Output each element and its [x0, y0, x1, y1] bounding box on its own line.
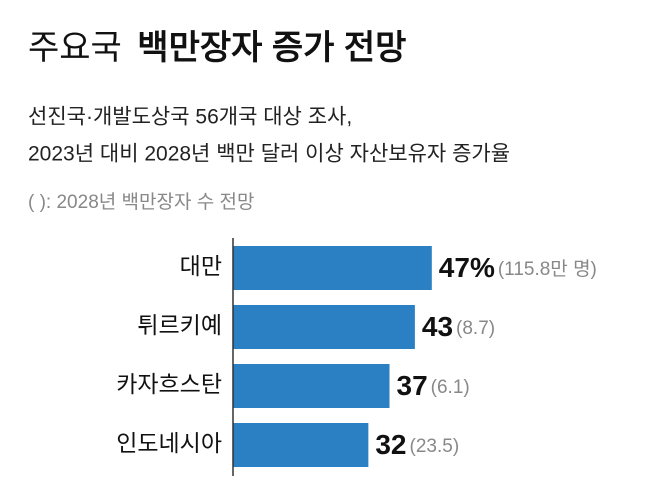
value-label: 43: [422, 311, 453, 342]
value-label: 32: [375, 429, 406, 460]
bar-label: 37 (6.1): [397, 370, 470, 401]
bar: [233, 305, 415, 349]
extra-label: (6.1): [431, 377, 470, 398]
bar-label: 32 (23.5): [375, 429, 459, 460]
category-label: 튀르키예: [137, 312, 222, 338]
title-bold: 백만장자 증가 전망: [137, 29, 406, 67]
bar-label: 47% (115.8만 명): [439, 252, 597, 283]
category-label: 인도네시아: [116, 430, 222, 456]
chart-title: 주요국 백만장자 증가 전망: [28, 29, 406, 67]
subtitle: 선진국·개발도상국 56개국 대상 조사,: [28, 106, 352, 129]
bar-label: 43 (8.7): [422, 311, 495, 342]
value-label: 47%: [439, 252, 495, 283]
category-label: 카자흐스탄: [116, 371, 222, 397]
note: ( ): 2028년 백만장자 수 전망: [28, 191, 254, 213]
bar: [233, 246, 432, 290]
value-label: 37: [397, 370, 428, 401]
extra-label: (8.7): [456, 318, 495, 339]
extra-label: (115.8만 명): [498, 258, 597, 280]
title-light: 주요국: [28, 29, 122, 67]
bar: [233, 364, 390, 408]
bar: [233, 423, 369, 467]
subtitle: 2023년 대비 2028년 백만 달러 이상 자산보유자 증가율: [28, 143, 510, 166]
extra-label: (23.5): [410, 436, 460, 457]
category-label: 대만: [180, 253, 222, 279]
